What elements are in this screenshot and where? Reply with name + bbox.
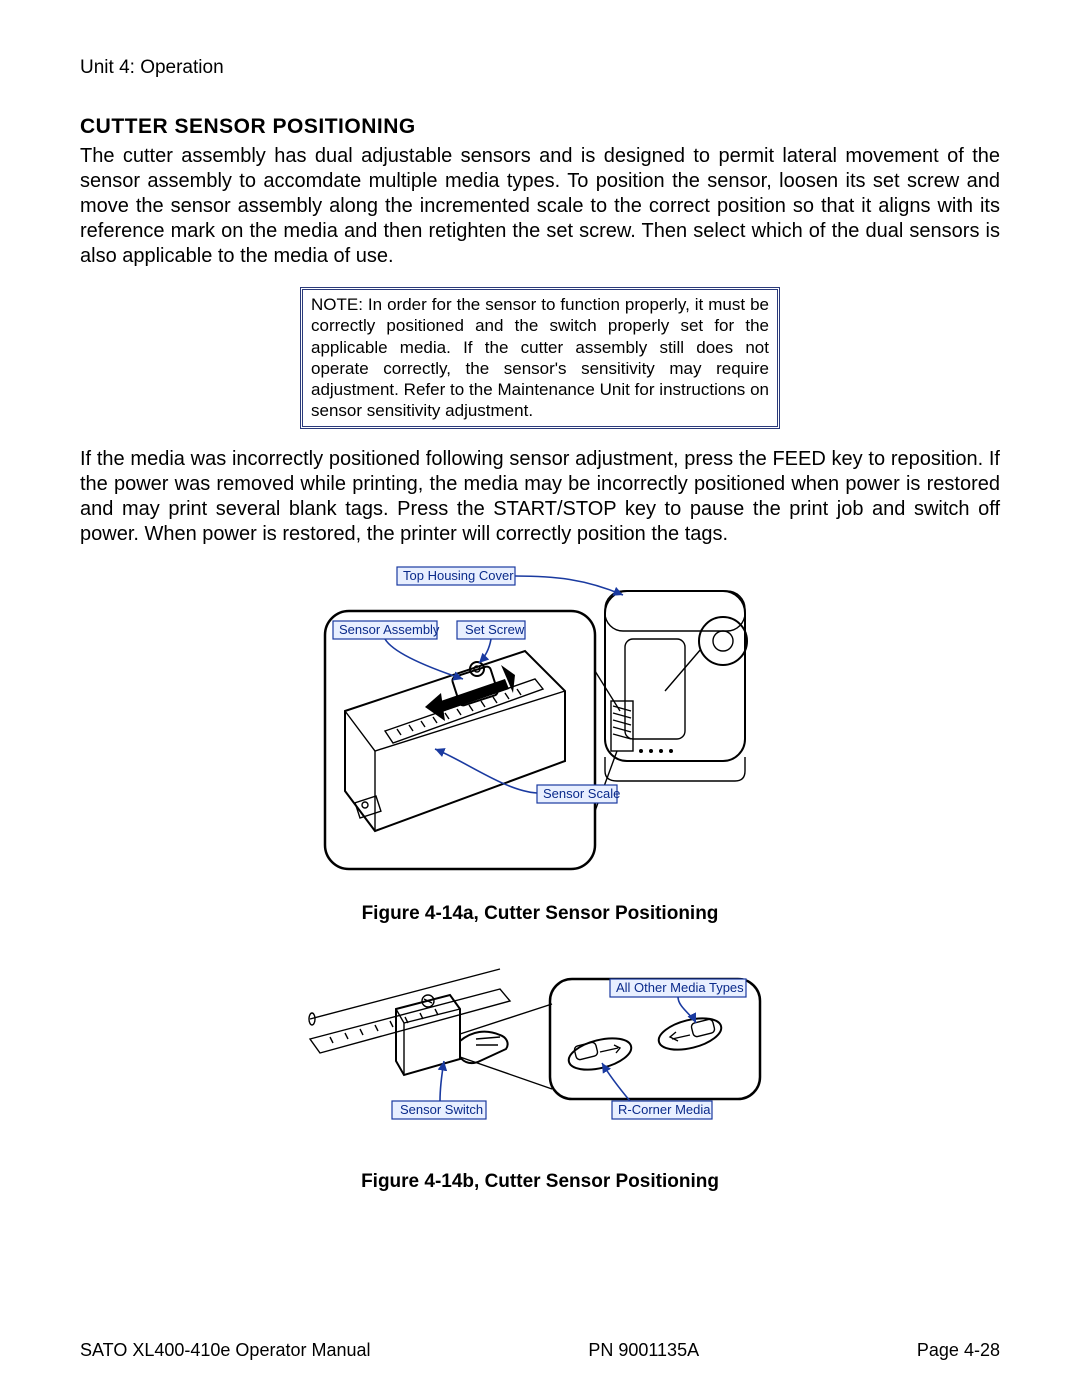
- callout-top-housing-cover: Top Housing Cover: [403, 568, 514, 583]
- callout-sensor-assembly: Sensor Assembly: [339, 622, 440, 637]
- footer-center: PN 9001135A: [588, 1339, 699, 1362]
- page-footer: SATO XL400-410e Operator Manual PN 90011…: [80, 1339, 1000, 1362]
- callout-sensor-switch: Sensor Switch: [400, 1102, 483, 1117]
- figure-b-svg: All Other Media Types R-Corner Media Sen…: [300, 949, 780, 1149]
- intro-paragraph: The cutter assembly has dual adjustable …: [80, 144, 1000, 269]
- note-text: NOTE: In order for the sensor to functio…: [311, 294, 769, 422]
- figure-b: All Other Media Types R-Corner Media Sen…: [80, 949, 1000, 1194]
- figure-a-caption: Figure 4-14a, Cutter Sensor Positioning: [80, 902, 1000, 926]
- zoom-frame: [325, 611, 595, 869]
- figure-a: Top Housing Cover Sensor Assembly Set Sc…: [80, 561, 1000, 926]
- footer-left: SATO XL400-410e Operator Manual: [80, 1339, 371, 1362]
- footer-right: Page 4-28: [917, 1339, 1000, 1362]
- callout-set-screw: Set Screw: [465, 622, 525, 637]
- figure-b-caption: Figure 4-14b, Cutter Sensor Positioning: [80, 1170, 1000, 1194]
- followup-paragraph: If the media was incorrectly positioned …: [80, 447, 1000, 547]
- note-box: NOTE: In order for the sensor to functio…: [300, 287, 780, 429]
- callout-r-corner-media: R-Corner Media: [618, 1102, 711, 1117]
- printer-body-icon: [605, 591, 747, 781]
- page: Unit 4: Operation CUTTER SENSOR POSITION…: [0, 0, 1080, 1397]
- unit-header: Unit 4: Operation: [80, 56, 1000, 80]
- callout-sensor-scale: Sensor Scale: [543, 786, 620, 801]
- left-detail-icon: [309, 969, 510, 1075]
- sensor-plate-icon: [345, 651, 565, 831]
- section-title: CUTTER SENSOR POSITIONING: [80, 114, 1000, 140]
- switch-right-icon: [656, 1013, 725, 1056]
- figure-a-svg: Top Housing Cover Sensor Assembly Set Sc…: [305, 561, 775, 881]
- switch-left-icon: [566, 1033, 635, 1076]
- callout-all-other-media: All Other Media Types: [616, 980, 744, 995]
